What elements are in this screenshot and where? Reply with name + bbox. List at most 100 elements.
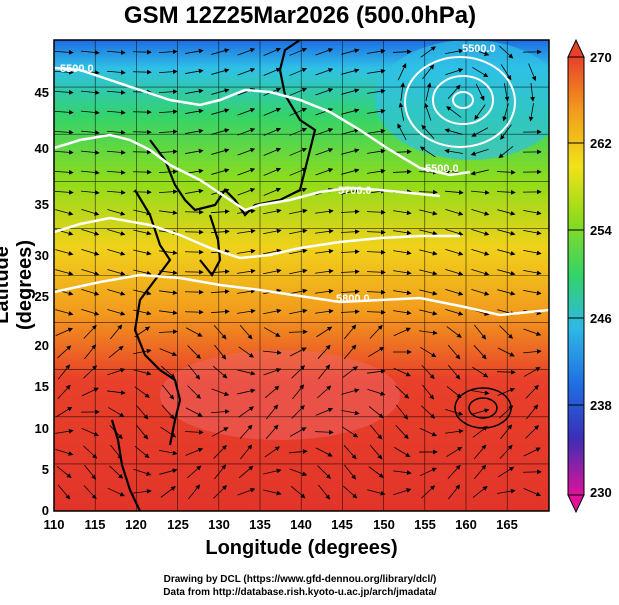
wind-arrow (341, 48, 360, 55)
y-axis-label: Latitude (degrees) (0, 239, 36, 331)
wind-arrow (422, 64, 435, 80)
wind-arrow (263, 308, 282, 315)
wind-arrow (185, 407, 203, 417)
wind-arrow (393, 230, 412, 236)
wind-arrow (340, 289, 360, 295)
wind-arrow (239, 324, 253, 340)
wind-arrow (158, 49, 178, 55)
wind-arrow (367, 368, 386, 374)
wind-arrow (424, 102, 432, 121)
wind-arrow (392, 49, 412, 55)
wind-arrow (106, 90, 126, 95)
wind-arrow (421, 124, 435, 139)
colorbar-label: 230 (590, 485, 612, 500)
wind-arrow (341, 168, 360, 175)
wind-arrow (211, 108, 230, 115)
wind-arrow (393, 250, 412, 256)
wind-arrow (133, 369, 152, 376)
wind-arrow (445, 68, 464, 76)
wind-arrow (55, 209, 74, 216)
wind-arrow (444, 148, 463, 154)
wind-arrow (263, 268, 282, 275)
wind-arrow (107, 249, 126, 256)
wind-arrow (367, 168, 386, 174)
wind-arrow (108, 345, 124, 359)
wind-arrow (158, 169, 178, 175)
wind-arrow (211, 68, 230, 75)
wind-arrow (237, 208, 256, 214)
wind-arrow (81, 90, 100, 95)
wind-arrow (444, 128, 463, 135)
wind-arrow (55, 309, 74, 316)
wind-arrow (289, 347, 307, 357)
wind-arrow (237, 308, 256, 314)
wind-arrow (263, 167, 282, 176)
wind-arrow (523, 289, 542, 296)
wind-arrow (81, 50, 100, 55)
wind-arrow (54, 69, 74, 75)
wind-arrow (81, 150, 100, 155)
wind-arrow (318, 364, 331, 380)
wind-arrow (188, 364, 201, 380)
wind-arrow (421, 365, 435, 380)
wind-arrow (341, 68, 360, 75)
wind-arrow (237, 388, 256, 395)
wind-arrow (159, 348, 178, 357)
wind-arrow (497, 249, 516, 256)
wind-arrow (81, 110, 100, 115)
wind-arrow (159, 250, 178, 256)
wind-arrow (106, 110, 126, 115)
x-tick-label: 120 (125, 517, 147, 532)
wind-arrow (57, 345, 72, 359)
wind-arrow (213, 485, 227, 499)
wind-arrow (263, 350, 282, 355)
wind-arrow (344, 464, 357, 480)
wind-arrow (210, 309, 230, 315)
wind-arrow (291, 404, 305, 419)
wind-arrow (237, 128, 256, 136)
wind-arrow (58, 364, 71, 380)
wind-arrow (472, 366, 489, 378)
wind-arrow (213, 324, 227, 340)
wind-arrow (55, 449, 74, 456)
wind-arrow (425, 82, 432, 101)
wind-arrow (523, 447, 541, 457)
wind-arrow (55, 269, 74, 276)
wind-arrow (523, 328, 542, 336)
wind-arrow (447, 464, 461, 479)
wind-arrow (342, 426, 359, 438)
wind-arrow (420, 46, 436, 58)
wind-arrow (315, 228, 334, 234)
wind-arrow (472, 485, 488, 498)
wind-arrow (237, 148, 256, 156)
wind-arrow (445, 190, 464, 195)
wind-arrow (471, 190, 490, 195)
wind-arrow (84, 464, 97, 480)
wind-arrow (81, 288, 100, 296)
wind-arrow (57, 384, 71, 399)
contour-label-5800: 5800.0 (336, 293, 370, 305)
wind-arrow (523, 229, 542, 236)
wind-arrow (445, 249, 464, 256)
y-tick-label: 5 (42, 462, 49, 477)
wind-arrow (289, 187, 308, 196)
wind-arrow (133, 468, 152, 476)
wind-arrow (471, 390, 490, 396)
wind-arrow (107, 390, 126, 395)
wind-arrow (210, 409, 230, 414)
wind-arrow (419, 249, 438, 256)
wind-arrow (158, 69, 178, 75)
wind-arrow (83, 324, 97, 339)
wind-arrow (317, 344, 331, 359)
colorbar-top-arrow (567, 38, 585, 58)
wind-arrow (83, 365, 98, 379)
contour-label-5700: 5700.0 (338, 185, 372, 197)
wind-arrow (447, 344, 461, 360)
wind-arrow (369, 324, 383, 339)
wind-arrow (315, 407, 334, 416)
wind-arrow (447, 84, 461, 99)
wind-arrow (316, 326, 333, 338)
wind-arrow (54, 109, 74, 115)
wind-arrow (161, 405, 175, 420)
wind-arrow (289, 427, 307, 437)
